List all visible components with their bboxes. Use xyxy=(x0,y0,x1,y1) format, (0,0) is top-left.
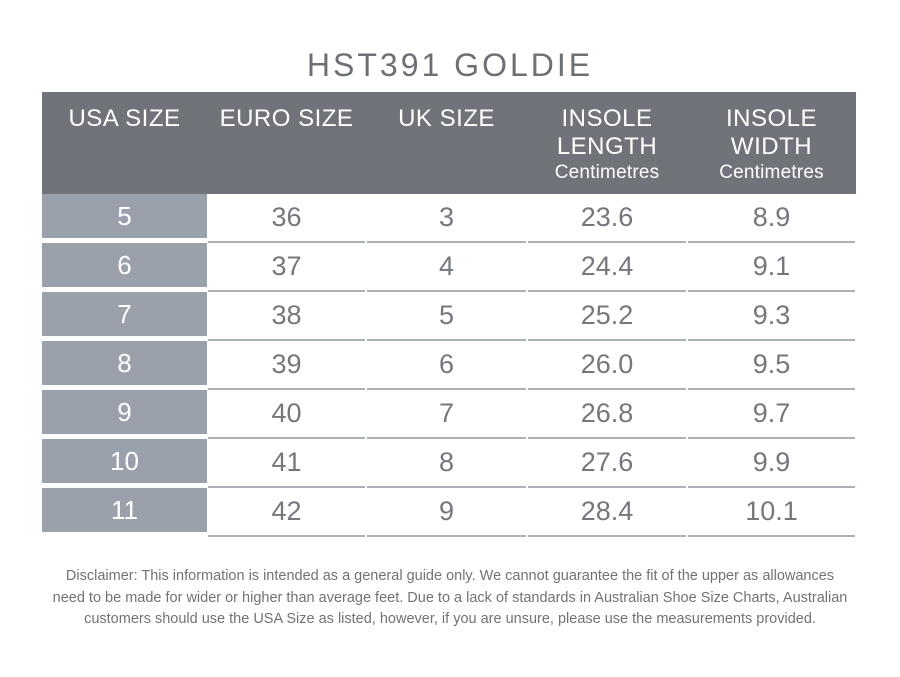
insole-length-cell: 28.4 xyxy=(528,488,686,537)
uk-size-cell: 6 xyxy=(367,341,526,390)
disclaimer-line: need to be made for wider or higher than… xyxy=(52,589,848,606)
disclaimer-text: Disclaimer: This information is intended… xyxy=(0,566,900,631)
euro-size-cell: 40 xyxy=(208,390,365,439)
insole-length-cell: 26.0 xyxy=(528,341,686,390)
insole-length-cell: 24.4 xyxy=(528,243,686,292)
table-header-row: USA SIZE EURO SIZE UK SIZE INSOLE LENGTH… xyxy=(42,92,856,194)
table-row: 7 38 5 25.2 9.3 xyxy=(42,292,856,341)
usa-size-cell: 5 xyxy=(42,194,207,238)
uk-size-cell: 9 xyxy=(367,488,526,537)
column-header-insole-length: INSOLE LENGTH Centimetres xyxy=(527,92,687,194)
column-header-euro-size: EURO SIZE xyxy=(207,92,366,194)
column-header-uk-size: UK SIZE xyxy=(366,92,527,194)
usa-size-cell: 10 xyxy=(42,439,207,483)
usa-size-cell: 11 xyxy=(42,488,207,532)
insole-length-cell: 25.2 xyxy=(528,292,686,341)
euro-size-cell: 37 xyxy=(208,243,365,292)
euro-size-cell: 41 xyxy=(208,439,365,488)
table-row: 6 37 4 24.4 9.1 xyxy=(42,243,856,292)
column-header-sublabel: Centimetres xyxy=(719,162,824,183)
insole-width-cell: 9.5 xyxy=(688,341,855,390)
disclaimer-line: Disclaimer: This information is intended… xyxy=(65,568,835,584)
uk-size-cell: 4 xyxy=(367,243,526,292)
insole-width-cell: 9.3 xyxy=(688,292,855,341)
usa-size-cell: 7 xyxy=(42,292,207,336)
disclaimer-line: customers should use the USA Size as lis… xyxy=(84,611,816,627)
column-header-label: INSOLE LENGTH xyxy=(556,105,658,160)
insole-width-cell: 10.1 xyxy=(688,488,855,537)
insole-width-cell: 9.9 xyxy=(688,439,855,488)
column-header-label: USA SIZE xyxy=(68,105,181,132)
euro-size-cell: 38 xyxy=(208,292,365,341)
uk-size-cell: 7 xyxy=(367,390,526,439)
column-header-insole-width: INSOLE WIDTH Centimetres xyxy=(687,92,856,194)
insole-length-cell: 27.6 xyxy=(528,439,686,488)
page-title: HST391 GOLDIE xyxy=(306,47,594,84)
uk-size-cell: 5 xyxy=(367,292,526,341)
euro-size-cell: 42 xyxy=(208,488,365,537)
table-row: 5 36 3 23.6 8.9 xyxy=(42,194,856,243)
insole-length-cell: 26.8 xyxy=(528,390,686,439)
uk-size-cell: 8 xyxy=(367,439,526,488)
euro-size-cell: 39 xyxy=(208,341,365,390)
insole-length-cell: 23.6 xyxy=(528,194,686,243)
table-row: 8 39 6 26.0 9.5 xyxy=(42,341,856,390)
euro-size-cell: 36 xyxy=(208,194,365,243)
insole-width-cell: 8.9 xyxy=(688,194,855,243)
insole-width-cell: 9.7 xyxy=(688,390,855,439)
column-header-label: UK SIZE xyxy=(398,105,495,132)
usa-size-cell: 9 xyxy=(42,390,207,434)
column-header-label: EURO SIZE xyxy=(219,105,354,132)
column-header-sublabel: Centimetres xyxy=(554,162,660,183)
uk-size-cell: 3 xyxy=(367,194,526,243)
table-row: 11 42 9 28.4 10.1 xyxy=(42,488,856,537)
table-row: 10 41 8 27.6 9.9 xyxy=(42,439,856,488)
column-header-label: INSOLE WIDTH xyxy=(725,105,818,160)
usa-size-cell: 6 xyxy=(42,243,207,287)
size-chart-table: USA SIZE EURO SIZE UK SIZE INSOLE LENGTH… xyxy=(42,92,856,537)
usa-size-cell: 8 xyxy=(42,341,207,385)
table-row: 9 40 7 26.8 9.7 xyxy=(42,390,856,439)
table-body: 5 36 3 23.6 8.9 6 37 4 24.4 9.1 7 38 5 2… xyxy=(42,194,856,537)
insole-width-cell: 9.1 xyxy=(688,243,855,292)
column-header-usa-size: USA SIZE xyxy=(42,92,207,194)
